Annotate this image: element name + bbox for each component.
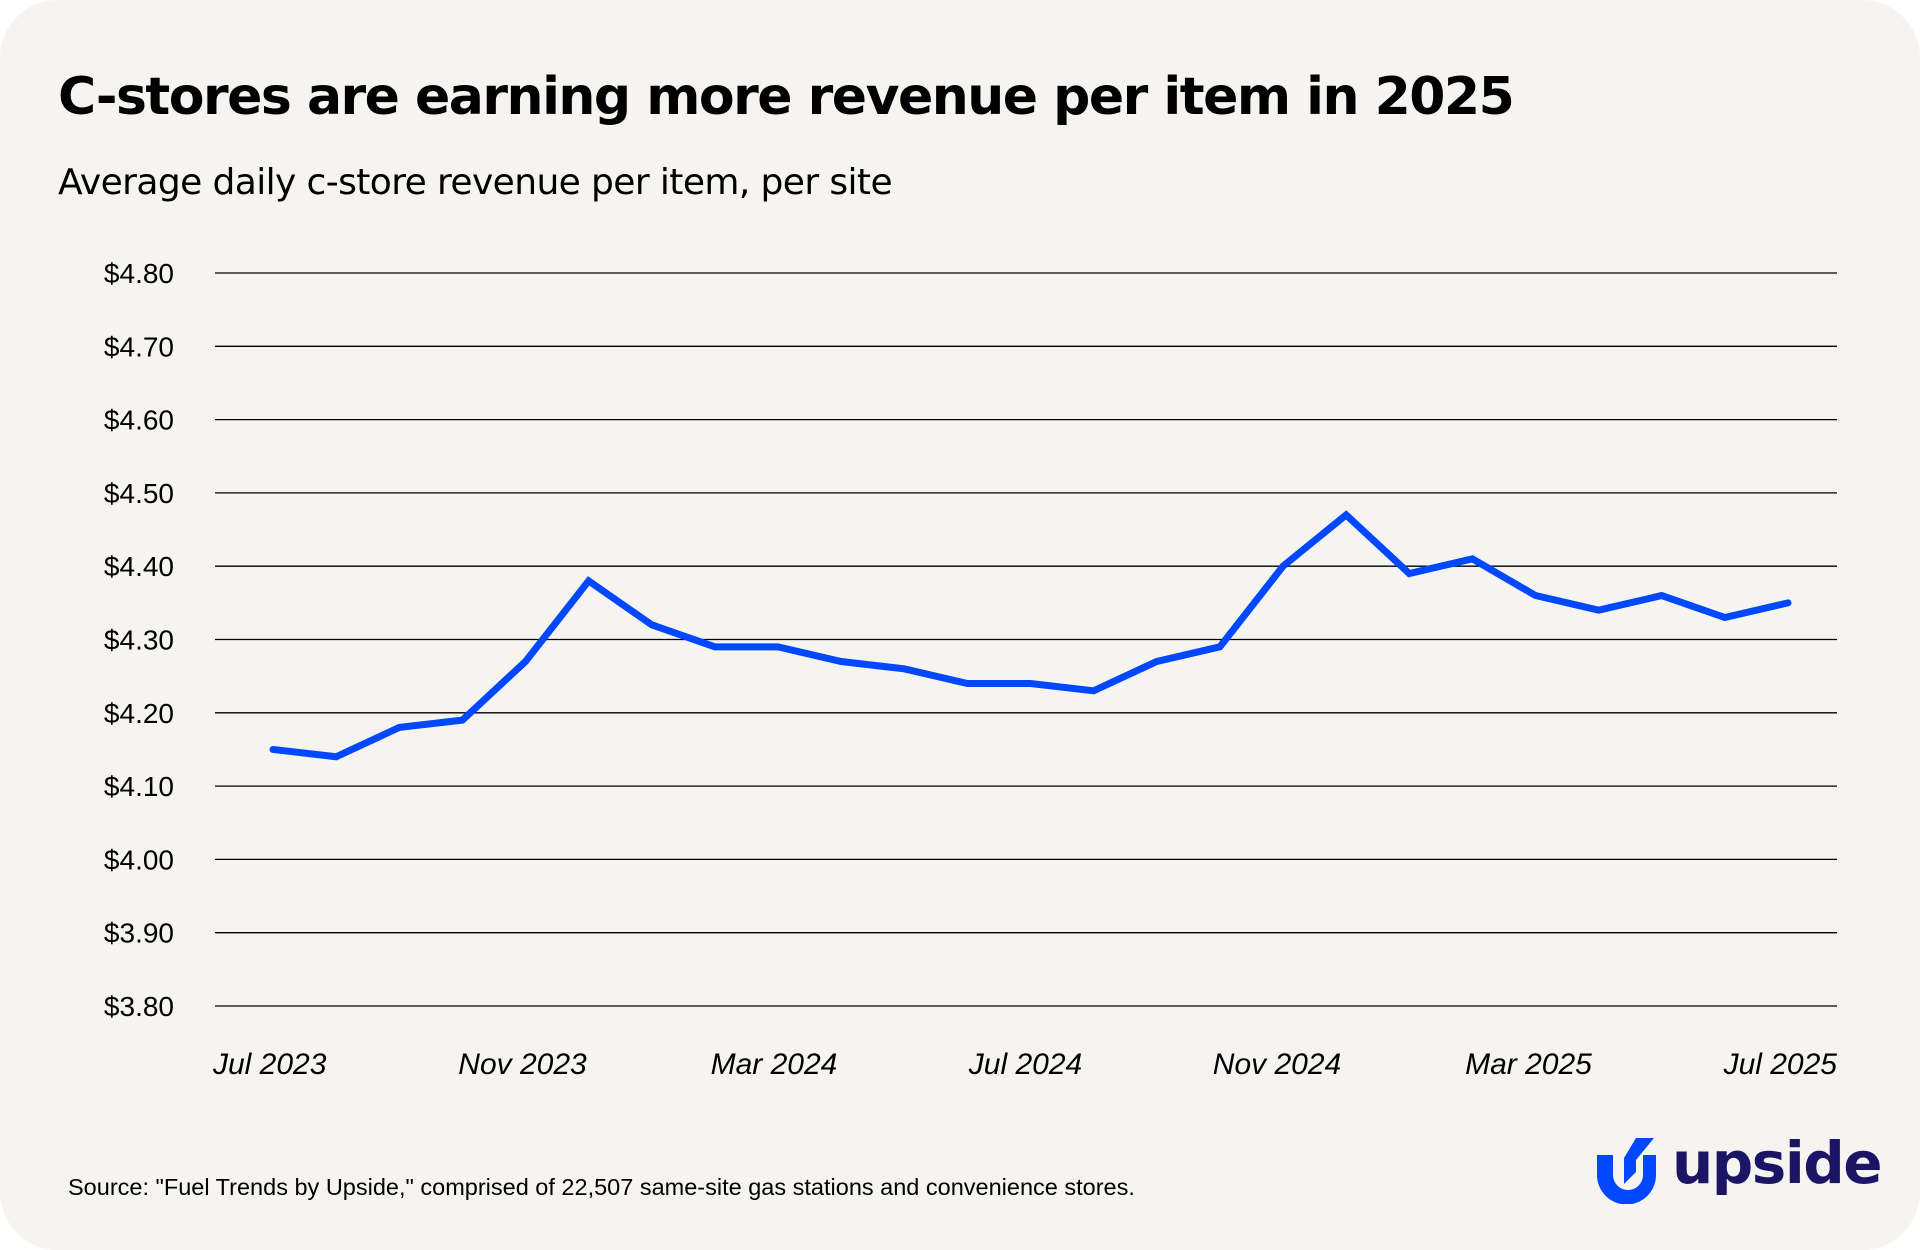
logo-wordmark: upside (1672, 1129, 1883, 1197)
x-axis-labels: Jul 2023 Nov 2023 Mar 2024 Jul 2024 Nov 2024… (212, 1048, 1837, 1081)
y-tick-label: $4.50 (104, 478, 174, 509)
upside-logo: upside (1596, 1129, 1883, 1205)
x-tick-label: Jul 2024 (968, 1048, 1082, 1081)
line-chart: $4.80 $4.70 $4.60 $4.50 $4.40 $4.30 $4.20 $4.10… (104, 258, 1837, 1081)
x-tick-label: Nov 2023 (458, 1048, 587, 1081)
y-tick-label: $4.20 (104, 698, 174, 729)
y-tick-label: $4.80 (104, 258, 174, 289)
y-tick-label: $4.60 (104, 405, 174, 436)
y-tick-label: $4.10 (104, 771, 174, 802)
y-tick-label: $4.70 (104, 331, 174, 362)
y-tick-label: $4.00 (104, 844, 174, 875)
y-tick-label: $3.90 (104, 918, 174, 949)
x-tick-label: Mar 2025 (1465, 1048, 1592, 1081)
x-tick-label: Jul 2023 (212, 1048, 327, 1081)
gridlines (215, 272, 1837, 1007)
source-note: Source: "Fuel Trends by Upside," compris… (68, 1174, 1135, 1200)
upside-u-arrow-icon (1597, 1138, 1656, 1205)
y-tick-label: $3.80 (104, 991, 174, 1022)
y-tick-label: $4.30 (104, 625, 174, 656)
y-axis-labels: $4.80 $4.70 $4.60 $4.50 $4.40 $4.30 $4.20 $4.10… (104, 258, 174, 1022)
series-layer (269, 510, 1792, 761)
chart-title: C-stores are earning more revenue per it… (58, 67, 1515, 127)
chart-subtitle: Average daily c-store revenue per item, … (58, 162, 893, 203)
x-tick-label: Jul 2025 (1723, 1048, 1838, 1081)
series-line (269, 510, 1792, 761)
y-tick-label: $4.40 (104, 551, 174, 582)
x-tick-label: Mar 2024 (711, 1048, 838, 1081)
x-tick-label: Nov 2024 (1213, 1048, 1341, 1081)
